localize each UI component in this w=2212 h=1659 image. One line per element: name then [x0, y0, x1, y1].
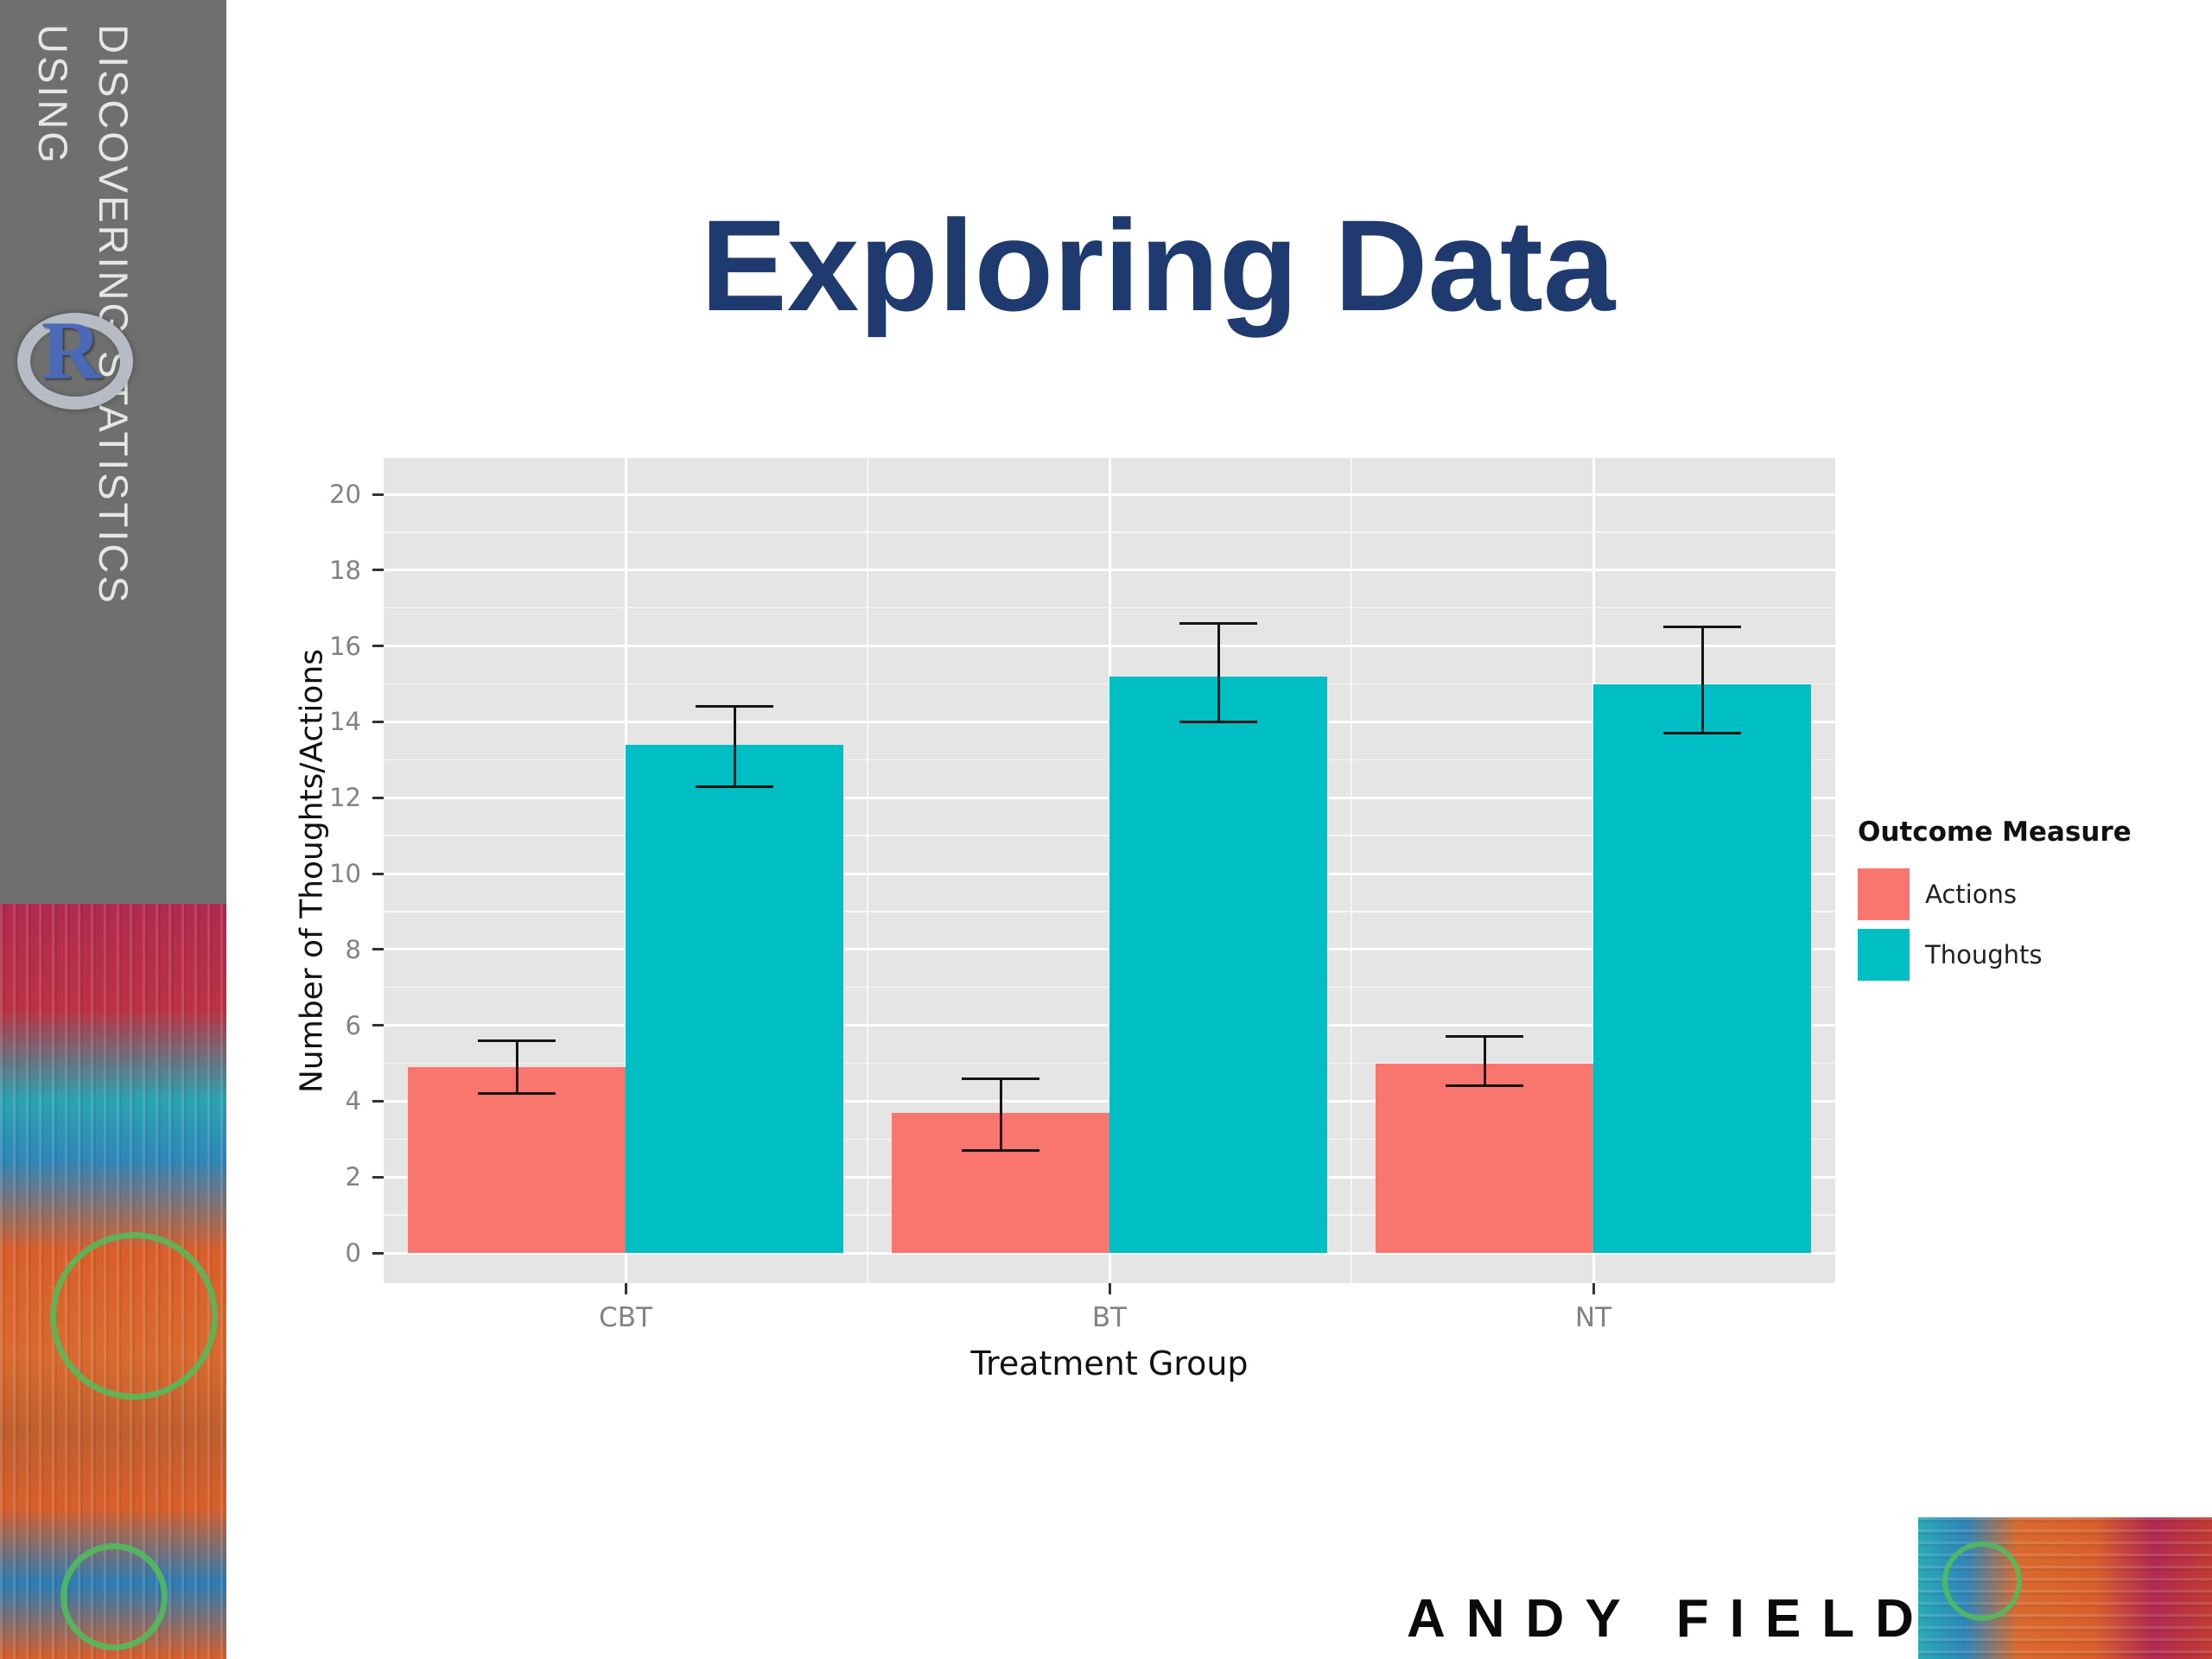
- error-bar: [1217, 623, 1220, 722]
- left-banner: DISCOVERING STATISTICS USING R: [0, 0, 226, 1659]
- y-tick-label: 20: [329, 480, 361, 509]
- r-logo-icon: R: [12, 290, 133, 410]
- error-bar-cap: [1446, 1035, 1523, 1039]
- y-tick-label: 16: [329, 631, 361, 661]
- legend-label-thoughts: Thoughts: [1925, 940, 2043, 969]
- error-bar-cap: [962, 1148, 1039, 1152]
- abstract-art-corner: [1918, 1517, 2212, 1659]
- error-bar-cap: [1179, 621, 1257, 625]
- banner-text-using: USING: [30, 24, 76, 166]
- x-axis-tick-labels: CBT BT NT: [384, 1283, 1835, 1352]
- y-tick-label: 8: [345, 934, 361, 964]
- bar-thoughts-bt: [1109, 676, 1327, 1253]
- green-ring-decoration: [60, 1543, 168, 1650]
- legend-item-thoughts: Thoughts: [1858, 929, 2203, 981]
- legend-item-actions: Actions: [1858, 868, 2203, 920]
- y-tick-label: 6: [345, 1010, 361, 1040]
- y-axis-tick-labels: 0 2 4 6 8 10 12 14 16 18 20: [304, 458, 361, 1283]
- x-tick-label: BT: [1091, 1302, 1128, 1333]
- legend: Outcome Measure Actions Thoughts: [1858, 817, 2203, 989]
- x-tick-mark: [1592, 1283, 1595, 1294]
- x-tick-mark: [624, 1283, 627, 1294]
- bar-actions-nt: [1376, 1063, 1593, 1253]
- x-tick-label: CBT: [599, 1302, 652, 1333]
- y-tick-mark: [372, 1175, 384, 1179]
- error-bar: [515, 1040, 518, 1094]
- page-title: Exploring Data: [700, 192, 1616, 338]
- y-tick-mark: [372, 493, 384, 496]
- banner-gray-panel: DISCOVERING STATISTICS USING R: [0, 0, 226, 904]
- legend-swatch-thoughts: [1858, 929, 1910, 981]
- x-tick-label: NT: [1574, 1302, 1612, 1333]
- bar-thoughts-nt: [1593, 683, 1811, 1253]
- legend-items: Actions Thoughts: [1858, 868, 2203, 981]
- legend-swatch-actions: [1858, 868, 1910, 920]
- y-tick-mark: [372, 720, 384, 723]
- y-tick-mark: [372, 1099, 384, 1103]
- error-bar-cap: [478, 1092, 556, 1096]
- y-tick-mark: [372, 796, 384, 799]
- r-logo-letter: R: [41, 304, 102, 397]
- error-bar-cap: [696, 785, 773, 788]
- bar-actions-cbt: [408, 1066, 626, 1253]
- y-tick-mark: [372, 948, 384, 951]
- error-bar-cap: [962, 1077, 1039, 1080]
- y-axis-tick-marks: [372, 458, 384, 1283]
- error-bar: [733, 706, 736, 787]
- chart-plot-panel: [384, 458, 1835, 1283]
- y-tick-label: 12: [329, 783, 361, 813]
- gridline-vertical-minor: [1351, 458, 1352, 1283]
- y-tick-label: 10: [329, 859, 361, 888]
- legend-title: Outcome Measure: [1858, 817, 2132, 848]
- error-bar: [999, 1078, 1002, 1151]
- bar-thoughts-cbt: [626, 744, 843, 1253]
- error-bar-cap: [1663, 626, 1741, 629]
- error-bar-cap: [1179, 720, 1257, 723]
- error-bar-cap: [696, 705, 773, 709]
- error-bar-cap: [1663, 732, 1741, 735]
- banner-text-discovering-statistics: DISCOVERING STATISTICS: [91, 24, 137, 606]
- gridline-vertical-minor: [867, 458, 868, 1283]
- error-bar: [1700, 626, 1704, 734]
- error-bar-cap: [478, 1039, 556, 1042]
- y-tick-label: 18: [329, 555, 361, 585]
- y-tick-label: 0: [345, 1238, 361, 1268]
- x-axis-label: Treatment Group: [970, 1344, 1249, 1382]
- y-tick-mark: [372, 872, 384, 875]
- green-ring-decoration: [50, 1232, 218, 1400]
- error-bar-cap: [1446, 1084, 1523, 1088]
- y-tick-mark: [372, 569, 384, 572]
- author-credit: ANDY FIELD: [1407, 1589, 1935, 1649]
- legend-label-actions: Actions: [1925, 880, 2017, 909]
- error-bar: [1483, 1036, 1486, 1086]
- y-tick-mark: [372, 1024, 384, 1027]
- x-tick-mark: [1108, 1283, 1111, 1294]
- abstract-art-left: [0, 904, 226, 1659]
- y-tick-mark: [372, 645, 384, 648]
- y-tick-mark: [372, 1251, 384, 1255]
- y-tick-label: 4: [345, 1086, 361, 1116]
- y-tick-label: 14: [329, 707, 361, 737]
- green-ring-decoration: [1942, 1541, 2022, 1621]
- y-tick-label: 2: [345, 1162, 361, 1192]
